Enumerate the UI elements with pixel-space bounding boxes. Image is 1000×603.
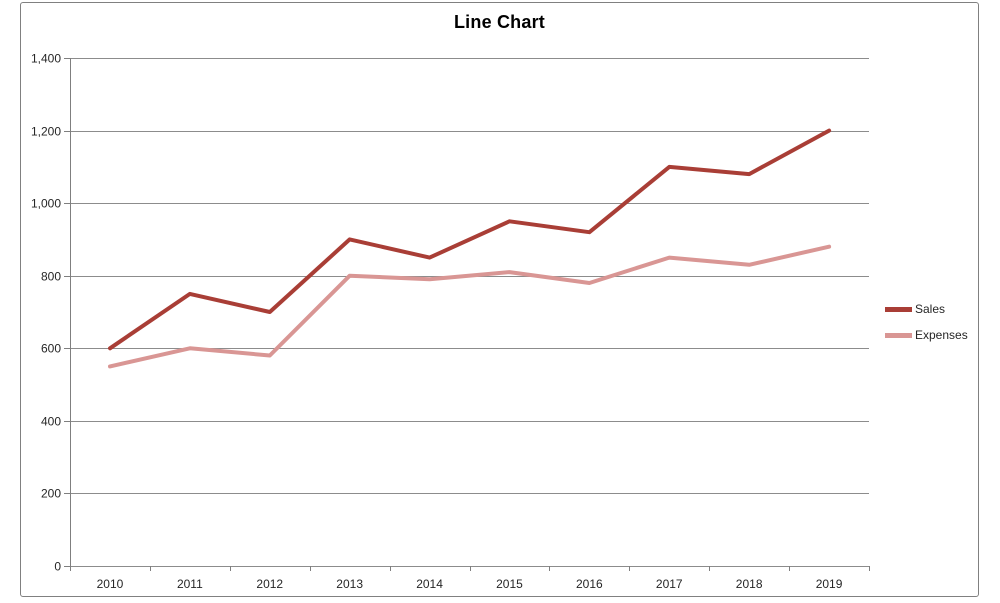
y-tick-label: 600 [41, 342, 61, 356]
legend: Sales Expenses [885, 302, 968, 342]
y-tick-label: 800 [41, 270, 61, 284]
x-tick-label: 2012 [256, 577, 283, 591]
y-tick-label: 1,200 [31, 125, 61, 139]
series-line-expenses [108, 244, 832, 369]
legend-item-sales: Sales [885, 302, 968, 316]
legend-label: Sales [915, 302, 946, 316]
chart-title: Line Chart [453, 12, 545, 32]
x-tick-label: 2014 [416, 577, 443, 591]
y-tick-label: 1,400 [31, 52, 61, 66]
sales-line-swatch [885, 306, 912, 312]
x-tick-label: 2013 [336, 577, 363, 591]
plot-area: 0 200 400 600 800 1,000 1,200 1,400 2010 2011 2012… [31, 52, 870, 591]
legend-item-expenses: Expenses [885, 328, 968, 342]
x-tick-label: 2017 [656, 577, 683, 591]
y-tick-label: 1,000 [31, 197, 61, 211]
chart-frame: Line Chart 0 200 400 600 800 1,000 1,200 1,400 2… [20, 2, 979, 597]
x-tick-label: 2016 [576, 577, 603, 591]
y-tick-label: 200 [41, 487, 61, 501]
y-tick-label: 400 [41, 415, 61, 429]
x-tick-label: 2010 [97, 577, 124, 591]
legend-label: Expenses [915, 328, 968, 342]
x-tick-label: 2019 [816, 577, 843, 591]
x-tick-label: 2011 [177, 577, 203, 591]
expenses-line-swatch [885, 332, 912, 338]
x-tick-label: 2018 [736, 577, 763, 591]
x-tick-label: 2015 [496, 577, 523, 591]
series-line-sales [108, 128, 832, 351]
y-tick-label: 0 [54, 560, 61, 574]
